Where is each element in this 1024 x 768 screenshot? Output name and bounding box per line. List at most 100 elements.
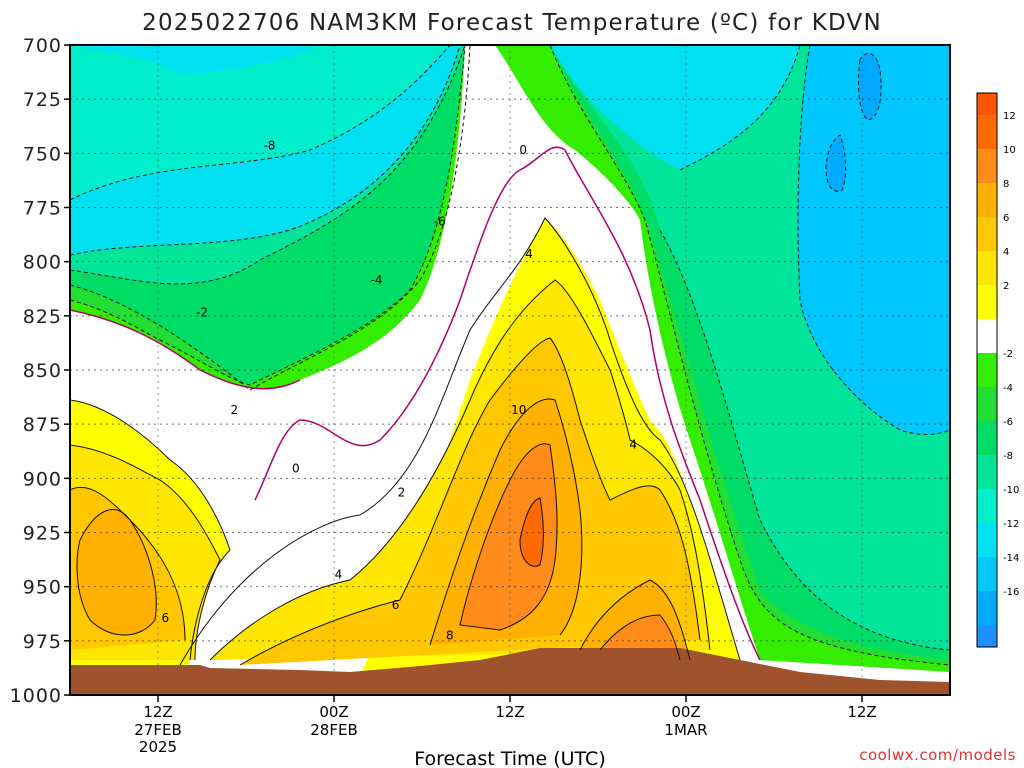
y-tick-label: 825 <box>23 306 62 328</box>
y-axis: 700 725 750 775 800 825 850 875 900 925 950 975 1000 <box>10 35 70 707</box>
band-6 <box>240 338 700 665</box>
isotherm-8-left <box>76 509 157 636</box>
contour-label: -4 <box>371 273 383 287</box>
colorbar-label: 8 <box>1003 179 1009 190</box>
isotherm-minus-10 <box>70 45 451 201</box>
colorbar-frame <box>976 92 998 648</box>
isotherm-8 <box>429 398 583 646</box>
colorbar-label: -8 <box>1003 451 1013 462</box>
x-tick-date: 27FEB <box>134 721 181 739</box>
y-tick-label: 725 <box>23 89 62 111</box>
contour-label: -8 <box>263 139 275 153</box>
band-minus-16-top <box>858 53 882 120</box>
isotherm-4-left <box>70 444 221 661</box>
y-tick-label: 775 <box>23 198 62 220</box>
contour-label: -6 <box>434 215 446 229</box>
band-minus-10 <box>70 45 450 200</box>
isotherm-minus-12 <box>797 45 950 435</box>
colorbar-label: -16 <box>1003 587 1019 598</box>
band-minus-12-top <box>70 45 320 74</box>
band-10 <box>460 443 558 630</box>
contour-label: -2 <box>196 306 208 320</box>
contour-label: 6 <box>162 611 170 625</box>
colorbar-bin <box>977 591 997 625</box>
isotherm-6 <box>239 337 701 666</box>
x-axis-title: Forecast Time (UTC) <box>414 748 605 768</box>
contour-label: 4 <box>629 438 637 452</box>
colorbar-label: 4 <box>1003 247 1009 258</box>
colorbar-label: -2 <box>1003 349 1013 360</box>
x-tick-label: 12Z <box>495 703 524 721</box>
x-tick-label: 12Z <box>143 703 172 721</box>
contour-label: 0 <box>519 143 527 157</box>
colorbar-bin <box>977 353 997 387</box>
band-8-left <box>77 509 157 635</box>
x-tick-label: 00Z <box>319 703 348 721</box>
colorbar-label: -12 <box>1003 519 1019 530</box>
colorbar-label: 10 <box>1003 145 1016 156</box>
colorbar-cap-bottom <box>977 625 997 647</box>
contour-label: 6 <box>392 598 400 612</box>
colorbar-bin <box>977 557 997 591</box>
colorbar-label: -10 <box>1003 485 1019 496</box>
isotherm-minus-2-right <box>549 45 950 666</box>
y-tick-label: 975 <box>23 631 62 653</box>
contour-label: 4 <box>335 568 343 582</box>
colorbar-cap-top <box>977 93 997 115</box>
colorbar-label: 6 <box>1003 213 1009 224</box>
x-tick-date: 1MAR <box>664 721 707 739</box>
x-tick-label: 12Z <box>847 703 876 721</box>
y-tick-label: 1000 <box>10 685 62 707</box>
grid-lines <box>70 45 950 695</box>
colorbar-bin <box>977 115 997 149</box>
band-12 <box>520 498 544 567</box>
isotherm-minus-2 <box>70 45 466 386</box>
isotherm-minus-8-right <box>679 45 801 171</box>
colorbar-bin <box>977 183 997 217</box>
colorbar-label: 2 <box>1003 281 1009 292</box>
y-tick-label: 800 <box>23 252 62 274</box>
isotherm-minus-8 <box>70 45 461 256</box>
colorbar-bin <box>977 217 997 251</box>
colorbar-bin <box>977 455 997 489</box>
ground-surface <box>70 648 950 695</box>
y-tick-label: 700 <box>23 35 62 57</box>
colorbar-label: -14 <box>1003 553 1019 564</box>
isotherm-minus-6 <box>70 45 466 285</box>
isotherm-zero <box>254 146 761 661</box>
isotherm-minus-16-top <box>857 52 882 121</box>
colorbar-label: -6 <box>1003 417 1013 428</box>
isotherm-12 <box>519 497 544 567</box>
contour-label: 0 <box>292 462 300 476</box>
colorbar-bin <box>977 421 997 455</box>
y-tick-label: 900 <box>23 468 62 490</box>
contour-label: 10 <box>511 403 526 417</box>
contour-label: 2 <box>398 485 406 499</box>
isotherm-lines <box>70 45 950 666</box>
band-minus-16 <box>825 135 846 192</box>
colorbar-label: 12 <box>1003 111 1016 122</box>
colorbar-bin <box>977 387 997 421</box>
isotherm-6-left <box>70 486 186 641</box>
y-tick-label: 925 <box>23 523 62 545</box>
colorbar-bin <box>977 251 997 285</box>
x-tick-date: 28FEB <box>310 721 357 739</box>
chart-title: 2025022706 NAM3KM Forecast Temperature (… <box>142 10 882 36</box>
x-tick-year: 2025 <box>139 738 177 756</box>
contour-label: 8 <box>446 628 454 642</box>
y-tick-label: 950 <box>23 577 62 599</box>
colorbar-label: -4 <box>1003 383 1013 394</box>
isotherm-8-right <box>579 579 691 661</box>
isotherm-2 <box>179 217 741 666</box>
isotherm-minus-16 <box>825 134 847 192</box>
colorbar: 12 10 8 6 4 2 -2 -4 -6 -8 -10 -12 -14 -16 <box>976 92 1019 648</box>
contour-labels: -8 -6 -4 -2 2 0 0 4 10 4 2 4 6 6 8 <box>162 139 638 643</box>
y-tick-label: 750 <box>23 143 62 165</box>
x-tick-label: 00Z <box>671 703 700 721</box>
isotherm-10 <box>459 443 558 631</box>
isotherm-minus-4 <box>70 45 471 391</box>
colorbar-bin <box>977 523 997 557</box>
colorbar-bin <box>977 149 997 183</box>
